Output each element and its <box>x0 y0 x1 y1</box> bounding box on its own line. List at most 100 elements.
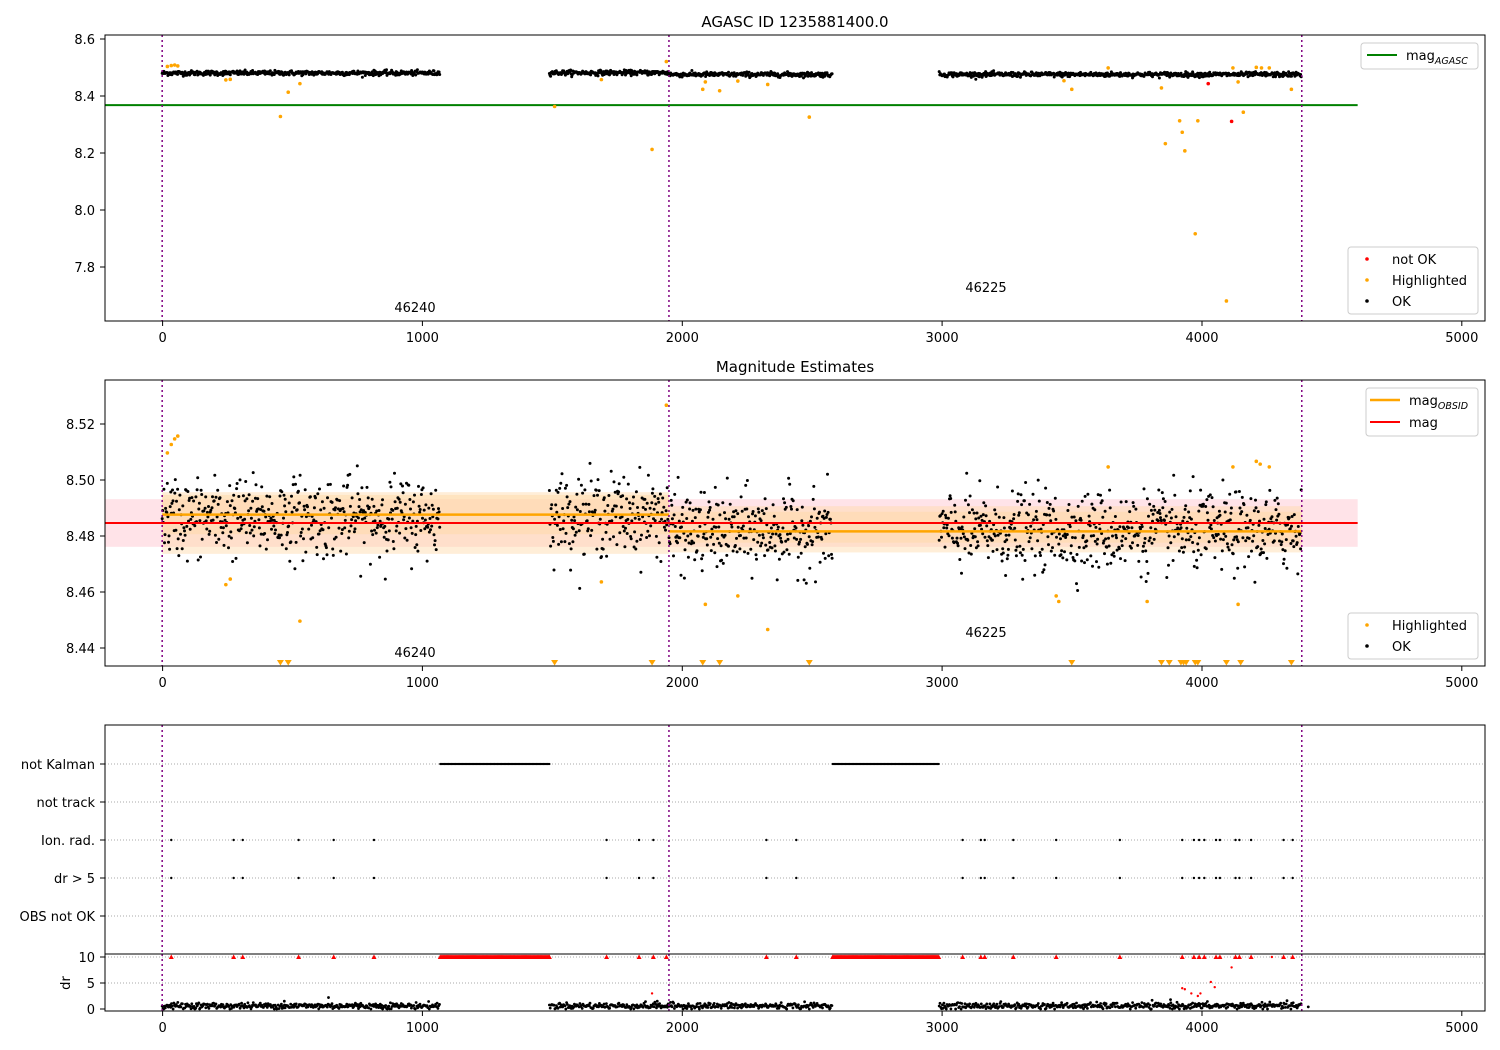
dr-ok-point <box>988 1002 992 1006</box>
ok-point <box>986 544 990 548</box>
dr-ok-point <box>188 1004 192 1008</box>
ok-point <box>610 519 614 523</box>
ok-point <box>635 73 639 77</box>
ok-point <box>212 499 216 503</box>
dr-gt5-point <box>1218 876 1222 880</box>
ok-point <box>953 503 957 507</box>
ok-point <box>947 534 951 538</box>
highlighted-point <box>169 63 174 68</box>
ok-point <box>168 505 172 509</box>
ok-point <box>700 569 704 573</box>
ok-point <box>260 485 264 489</box>
ok-point <box>288 559 292 563</box>
dr-ok-point <box>552 1003 556 1007</box>
dr-ok-point <box>807 1007 811 1011</box>
dr-ok-point <box>580 1007 584 1010</box>
ok-point <box>1144 580 1148 583</box>
ok-point <box>1105 545 1109 549</box>
ok-point <box>262 509 266 513</box>
highlighted-point <box>703 602 708 607</box>
ok-point <box>1030 547 1034 551</box>
ok-point <box>1039 554 1042 557</box>
dr-ok-point <box>681 1007 685 1011</box>
ok-point <box>185 559 189 563</box>
ok-point <box>1189 517 1193 521</box>
panel-agasc: AGASC ID 1235881400.0 8.6 8.4 8.2 8.0 7.… <box>74 13 1486 346</box>
ok-point <box>1014 548 1018 552</box>
ok-point <box>626 517 630 521</box>
ok-point <box>224 524 228 528</box>
ok-point <box>1021 577 1025 581</box>
ok-point <box>754 553 758 557</box>
ok-point <box>822 516 826 520</box>
ok-point <box>727 70 730 74</box>
ok-point <box>1277 512 1281 516</box>
ok-point <box>1294 534 1298 538</box>
dr-ok-point <box>669 1001 672 1004</box>
dr-ok-point <box>325 1005 329 1009</box>
ok-point <box>1217 509 1221 513</box>
ok-point <box>738 547 742 551</box>
ok-point <box>757 533 761 537</box>
dr-ok-point <box>744 1002 747 1006</box>
dr-ok-point <box>1239 1001 1243 1005</box>
dr-gt5-point <box>1249 876 1253 880</box>
ok-point <box>1169 541 1173 545</box>
ok-point <box>1007 533 1011 537</box>
ok-point <box>1034 509 1038 513</box>
ok-point <box>342 510 346 514</box>
ok-point <box>736 525 740 529</box>
ok-point <box>1054 517 1058 521</box>
ok-point <box>1247 555 1251 559</box>
highlighted-point <box>664 59 669 64</box>
ok-point <box>1274 508 1278 512</box>
dr-ok-point <box>685 1007 689 1010</box>
ok-point <box>635 539 639 543</box>
ok-point <box>1267 527 1271 531</box>
ok-point <box>705 537 709 541</box>
dr-flagged-point <box>1183 988 1187 991</box>
dr-ok-point <box>999 1000 1003 1003</box>
ok-point <box>786 537 790 541</box>
ok-point <box>219 526 223 529</box>
dr-clipped-marker <box>240 954 246 959</box>
dr-ok-point <box>605 1002 608 1005</box>
ok-point <box>626 482 630 486</box>
ok-point <box>1024 526 1028 530</box>
ok-point <box>433 543 436 547</box>
dr-ok-point <box>1089 1001 1092 1005</box>
dr-ok-point <box>380 1004 384 1007</box>
dr-ok-point <box>272 1007 276 1011</box>
ok-point <box>621 525 625 528</box>
dr-ok-point <box>564 1007 568 1011</box>
ok-point <box>252 534 256 538</box>
ok-point <box>830 552 833 556</box>
ok-point <box>736 512 740 516</box>
ok-point <box>826 472 829 476</box>
ok-point <box>1149 508 1153 512</box>
ok-point <box>1045 501 1049 504</box>
ok-point <box>1253 580 1257 584</box>
highlighted-point <box>278 114 283 119</box>
ok-point <box>1060 549 1064 553</box>
dr-ok-point <box>1168 1006 1172 1010</box>
dr-ok-point <box>274 1005 278 1009</box>
dr-ok-point <box>283 1006 287 1010</box>
ok-point <box>978 523 982 527</box>
dr-ok-point <box>830 1004 834 1007</box>
ok-point <box>1031 492 1035 496</box>
ok-point <box>955 536 959 540</box>
dr-ok-point <box>359 1001 363 1005</box>
dr-ok-point <box>1104 1002 1108 1006</box>
ok-point <box>1016 499 1020 503</box>
ok-point <box>968 511 971 515</box>
dr-flagged-point <box>1190 992 1193 995</box>
highlighted-point <box>1196 119 1200 123</box>
ok-point <box>653 494 657 498</box>
ok-point <box>218 496 222 500</box>
dr-ok-point <box>958 1005 961 1008</box>
ok-point <box>566 506 570 510</box>
ok-point <box>1057 542 1061 546</box>
dr-ok-point <box>696 1002 700 1005</box>
ok-point <box>568 500 572 504</box>
